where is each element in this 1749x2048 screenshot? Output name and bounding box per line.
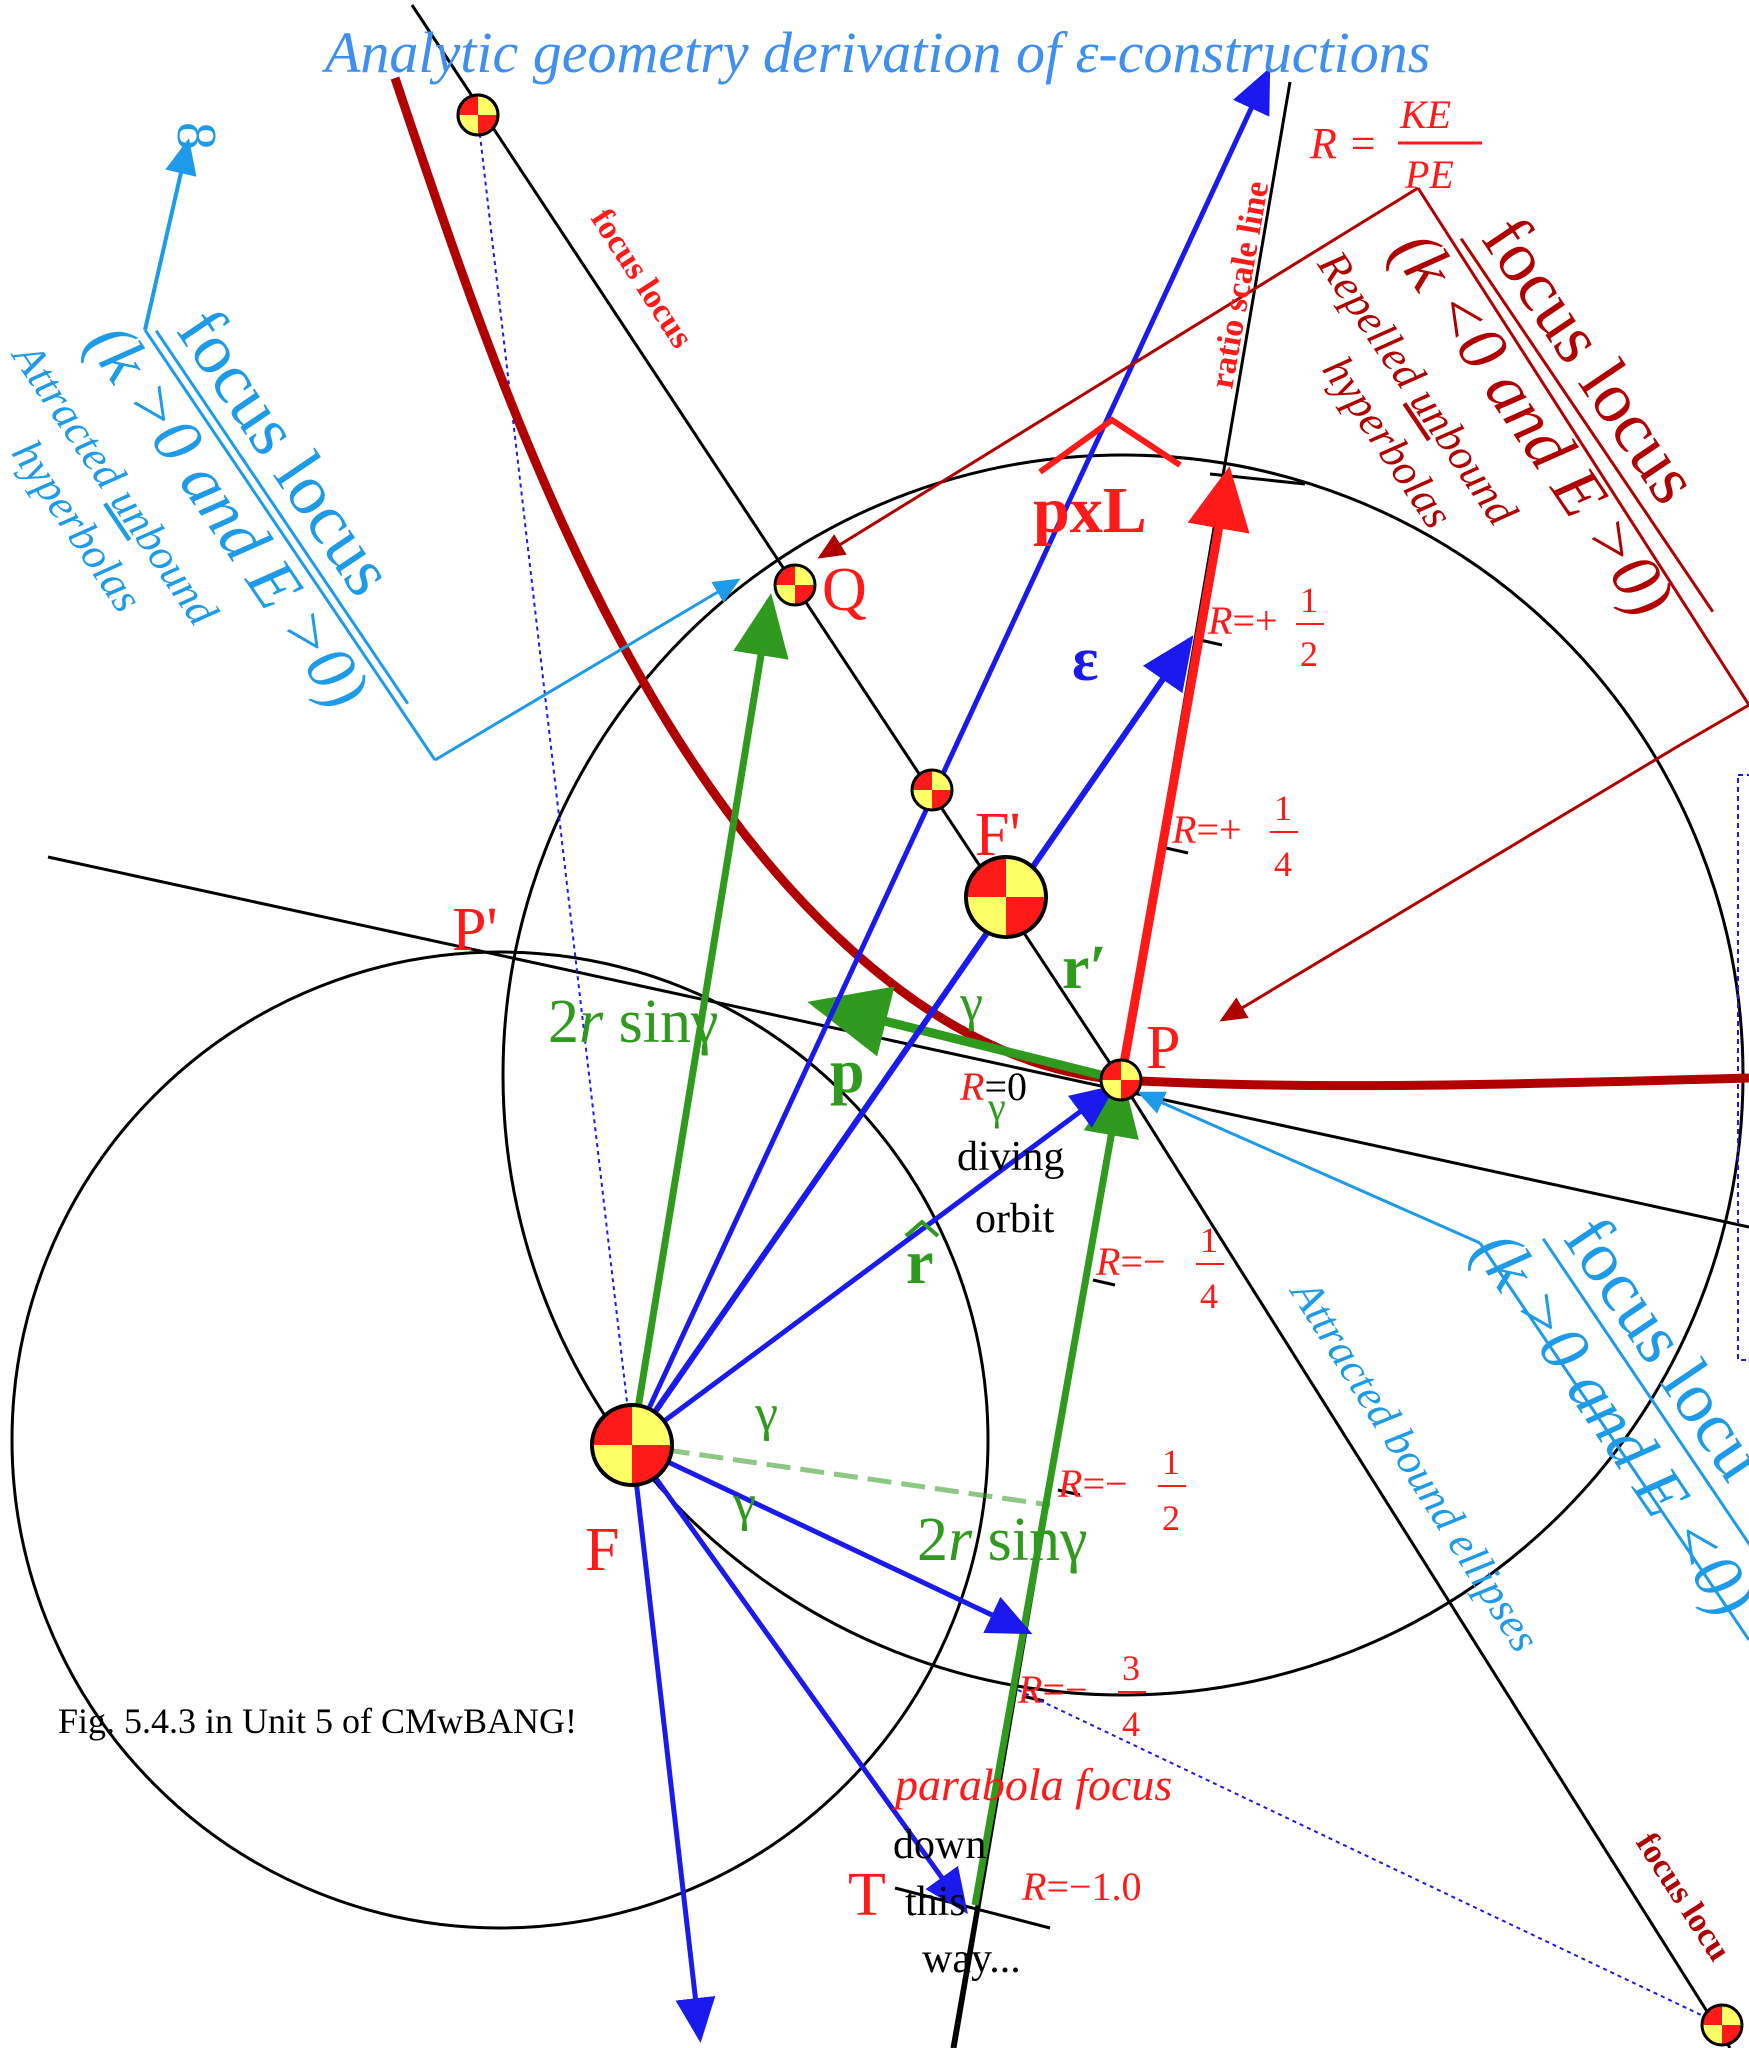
p-vector-label: p bbox=[830, 1038, 864, 1106]
pxl-label: pxL bbox=[1033, 416, 1182, 547]
svg-text:R=−: R=− bbox=[1057, 1461, 1128, 1506]
blue-r-hat-vector bbox=[630, 1085, 1117, 1448]
gamma-label-3: γ bbox=[754, 1385, 778, 1442]
lower-focus-line bbox=[1119, 1079, 1732, 2048]
dark-red-bracket bbox=[1416, 187, 1749, 706]
ratio-mark-zero: R=0 bbox=[959, 1064, 1027, 1109]
cyan-focus-locus-block-left: focus locus (k >0 and E >0) Attracted un… bbox=[2, 294, 411, 721]
blue-long-vector bbox=[629, 67, 1271, 1447]
green-2r-sin-gamma-vector-up bbox=[628, 593, 789, 1446]
svg-text:PE: PE bbox=[1404, 152, 1454, 197]
svg-text:R=0: R=0 bbox=[959, 1064, 1027, 1109]
svg-text:R=+: R=+ bbox=[1207, 598, 1278, 643]
cyan-infinity-arrow bbox=[143, 138, 197, 331]
svg-text:3: 3 bbox=[1122, 1648, 1140, 1688]
svg-text:4: 4 bbox=[1200, 1276, 1218, 1316]
cyan-callout-to-p bbox=[1137, 1091, 1481, 1245]
epsilon-label: ε bbox=[1072, 626, 1099, 694]
focus-marker-mid bbox=[910, 768, 954, 812]
svg-text:R=−1.0: R=−1.0 bbox=[1021, 1864, 1142, 1909]
svg-text:R=+: R=+ bbox=[1171, 807, 1242, 852]
green-p-vector bbox=[807, 986, 1123, 1085]
down-label: down bbox=[893, 1822, 986, 1868]
parabola-focus-label: parabola focus bbox=[892, 1759, 1172, 1810]
svg-text:2: 2 bbox=[1300, 634, 1318, 674]
gamma-label-4: γ bbox=[732, 1475, 756, 1532]
dotted-guide-2 bbox=[1017, 1689, 1721, 2025]
svg-text:pxL: pxL bbox=[1033, 474, 1147, 547]
focus-locu-bottom-label: focus locu bbox=[1628, 1826, 1738, 1967]
svg-text:4: 4 bbox=[1122, 1704, 1140, 1744]
orbit-label: orbit bbox=[975, 1196, 1055, 1242]
label-p-prime: P' bbox=[452, 896, 498, 964]
ratio-mark-minus-quarter: R=− 1 4 bbox=[1095, 1220, 1224, 1316]
cyan-bracket-lower-right bbox=[1478, 1242, 1749, 1641]
gamma-label-1: γ bbox=[959, 975, 983, 1032]
svg-text:R=−: R=− bbox=[1017, 1667, 1088, 1712]
label-p: P bbox=[1146, 1014, 1180, 1082]
svg-text:R =: R = bbox=[1309, 119, 1378, 168]
svg-text:4: 4 bbox=[1274, 844, 1292, 884]
blue-down-vector bbox=[629, 1444, 716, 2043]
repelled-hyperbola-curve bbox=[390, 76, 1749, 1091]
diving-label: diving bbox=[957, 1134, 1064, 1180]
svg-text:1: 1 bbox=[1274, 788, 1292, 828]
svg-text:KE: KE bbox=[1399, 92, 1451, 137]
cyan-bracket-upper-left bbox=[143, 329, 437, 761]
focus-marker-top bbox=[456, 93, 500, 137]
blue-to-ratio-vector bbox=[630, 1442, 1033, 1635]
r-prime-label: r′ bbox=[1062, 934, 1107, 1002]
label-f-prime: F' bbox=[975, 801, 1021, 869]
two-r-sin-gamma-lower: 2r sinγ bbox=[917, 1506, 1087, 1574]
svg-text:r: r bbox=[906, 1229, 934, 1297]
focus-marker-f bbox=[590, 1403, 674, 1487]
svg-text:R=−: R=− bbox=[1095, 1239, 1166, 1284]
diagram-title: Analytic geometry derivation of ε-constr… bbox=[321, 20, 1430, 85]
dark-red-callout-to-q bbox=[817, 186, 1419, 559]
focus-locus-small-label: focus locus bbox=[583, 202, 700, 354]
ratio-mark-plus-quarter: R=+ 1 4 bbox=[1171, 788, 1298, 884]
ratio-formula: R = KE PE bbox=[1309, 92, 1482, 197]
large-circle bbox=[10, 950, 990, 1930]
ratio-scale-label: ratio scale line bbox=[1203, 179, 1276, 392]
way-label: way... bbox=[922, 1936, 1021, 1982]
svg-text:1: 1 bbox=[1300, 580, 1318, 620]
blue-to-t-vector bbox=[629, 1443, 968, 1915]
two-r-sin-gamma-upper: 2r sinγ bbox=[548, 988, 718, 1056]
ratio-mark-minus-three-quarters: R=− 3 4 bbox=[1017, 1648, 1146, 1744]
focus-marker-p bbox=[1099, 1058, 1143, 1102]
focus-marker-f-prime bbox=[964, 855, 1048, 939]
blue-epsilon-vector bbox=[629, 635, 1194, 1447]
dotted-guide-1 bbox=[477, 117, 633, 1446]
ratio-mark-plus-half: R=+ 1 2 bbox=[1207, 580, 1324, 674]
dark-red-callout-to-p bbox=[1219, 743, 1681, 1022]
tangent-line bbox=[47, 855, 1749, 1229]
dark-red-bracket-end bbox=[1679, 703, 1749, 747]
red-focus-locus-block-right: focus locus (k <0 and E >0) Repelled unb… bbox=[1308, 202, 1716, 629]
label-f: F bbox=[585, 1516, 619, 1584]
figure-caption: Fig. 5.4.3 in Unit 5 of CMwBANG! bbox=[58, 1701, 577, 1741]
focus-marker-q bbox=[773, 563, 817, 607]
t-cross-line bbox=[894, 1886, 1051, 1930]
ratio-mark-minus-one: R=−1.0 bbox=[1021, 1864, 1142, 1909]
red-pxl-vector bbox=[1116, 466, 1250, 1081]
label-t: T bbox=[848, 1861, 886, 1929]
infinity-label: 8 bbox=[165, 122, 227, 150]
gamma-label-2: γ bbox=[987, 1084, 1006, 1129]
focus-marker-bottom-right bbox=[1700, 2003, 1744, 2047]
svg-text:2: 2 bbox=[1162, 1498, 1180, 1538]
cyan-callout-to-q bbox=[434, 578, 741, 762]
r-hat-label: r bbox=[904, 1219, 940, 1297]
green-2r-sin-gamma-vector-low bbox=[971, 1073, 1139, 1906]
svg-text:1: 1 bbox=[1200, 1220, 1218, 1260]
dotted-box bbox=[1737, 774, 1749, 1361]
green-dashed-chord bbox=[631, 1442, 1051, 1508]
this-label: this bbox=[905, 1879, 966, 1925]
label-q: Q bbox=[822, 556, 867, 624]
ratio-mark-minus-half: R=− 1 2 bbox=[1057, 1442, 1186, 1538]
svg-text:1: 1 bbox=[1162, 1442, 1180, 1482]
